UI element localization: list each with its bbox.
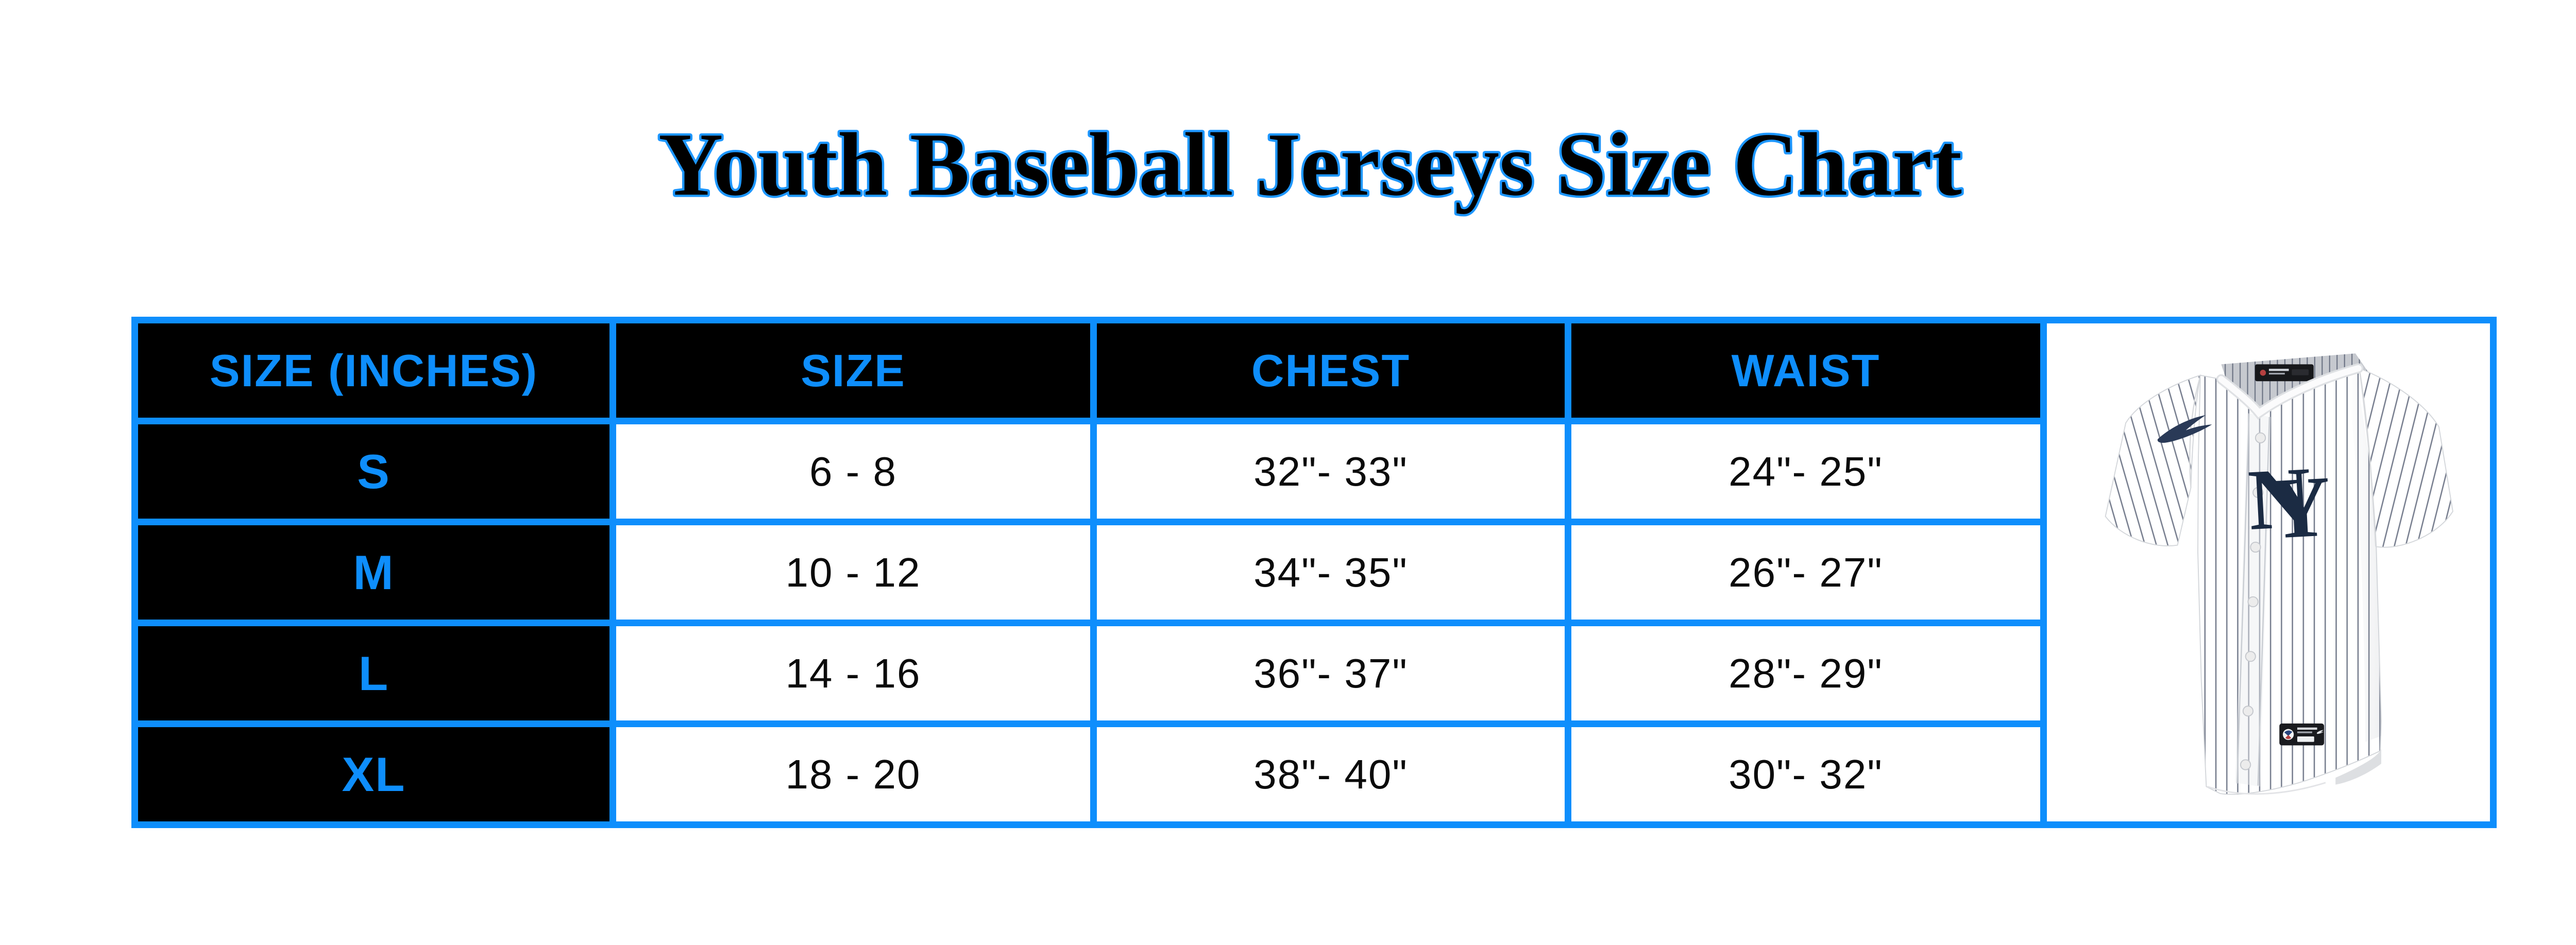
header-row: SIZE (INCHES) SIZE CHEST WAIST [131, 317, 2497, 828]
hem-stitch [2207, 782, 2326, 795]
size-chart-table: SIZE (INCHES) SIZE CHEST WAIST [131, 317, 2497, 828]
ny-logo-letter-y: Y [2265, 458, 2333, 557]
cell-s-chest: 32"- 33" [1090, 418, 1571, 525]
col-header-waist: WAIST [1565, 317, 2047, 424]
title-banner: Youth Baseball Jerseys Size Chart [656, 112, 1964, 217]
cell-s-size: 6 - 8 [609, 418, 1097, 525]
collar-band [2216, 363, 2364, 420]
col-header-size: SIZE [609, 317, 1097, 424]
back-hem [2335, 749, 2381, 785]
yankees-jersey-image: N Y [2105, 353, 2453, 795]
cell-s-waist: 24"- 25" [1565, 418, 2047, 525]
table-row-m: M 10 - 12 34"- 35" 26"- 27" [131, 519, 2494, 626]
neck-label [2255, 364, 2314, 382]
cell-l-chest: 36"- 37" [1090, 620, 1571, 727]
row-label-s: S [131, 418, 616, 525]
nike-swoosh-icon [2157, 415, 2212, 443]
cell-xl-size: 18 - 20 [609, 720, 1097, 828]
cell-l-size: 14 - 16 [609, 620, 1097, 727]
table-row-l: L 14 - 16 36"- 37" 28"- 29" [131, 620, 2494, 727]
cell-m-size: 10 - 12 [609, 519, 1097, 626]
cell-xl-waist: 30"- 32" [1565, 720, 2047, 828]
cell-m-waist: 26"- 27" [1565, 519, 2047, 626]
table-row-xl: XL 18 - 20 38"- 40" 30"- 32" [131, 720, 2494, 828]
jersey-photo: N Y [2040, 317, 2497, 828]
cell-l-waist: 28"- 29" [1565, 620, 2047, 727]
col-header-size-inches: SIZE (INCHES) [131, 317, 616, 424]
mlb-jock-tag [2279, 723, 2325, 746]
row-label-m: M [131, 519, 616, 626]
row-label-l: L [131, 620, 616, 727]
jersey-left-sleeve [2105, 374, 2201, 546]
col-header-chest: CHEST [1090, 317, 1571, 424]
table-row-s: S 6 - 8 32"- 33" 24"- 25" [131, 418, 2494, 525]
jersey-buttons [2240, 432, 2266, 770]
cell-xl-chest: 38"- 40" [1090, 720, 1571, 828]
cell-m-chest: 34"- 35" [1090, 519, 1571, 626]
page-title: Youth Baseball Jerseys Size Chart [658, 114, 1962, 214]
ny-logo-letter-n: N [2246, 449, 2314, 548]
right-armhole-seam [2359, 369, 2377, 547]
row-label-xl: XL [131, 720, 616, 828]
jersey-shading [2348, 373, 2381, 742]
ny-logo: N Y [2246, 449, 2333, 557]
